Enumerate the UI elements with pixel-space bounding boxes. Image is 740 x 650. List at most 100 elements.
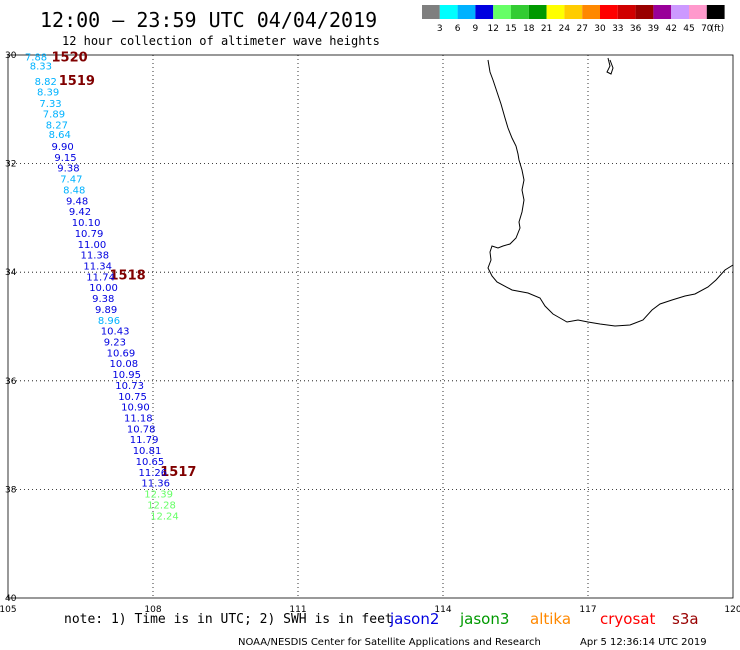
legend-swatch [582,5,600,19]
wave-height-label: 8.82 [35,77,57,88]
legend-swatch [546,5,565,19]
legend-label: 70 [701,24,713,34]
legend-label: 24 [559,24,571,34]
x-tick-label: 120 [724,605,740,615]
wave-height-label: 10.79 [75,229,104,240]
legend-label: 42 [665,24,676,34]
wave-height-label: 8.33 [30,62,52,73]
legend-swatch [457,5,476,19]
wave-height-label: 11.18 [124,414,153,425]
legend-swatch [564,5,583,19]
wave-height-label: 10.73 [115,381,144,392]
wave-height-label: 11.36 [141,479,170,490]
legend-swatch [475,5,494,19]
wave-height-label: 12.28 [147,500,176,511]
wave-height-label: 10.95 [112,370,141,381]
wave-height-label: 10.69 [107,348,136,359]
legend-label: 3 [437,24,443,34]
wave-height-label: 7.88 [25,52,47,63]
satellite-legend: jason2 jason3 altika cryosat s3a [389,610,699,628]
legend-label: 15 [505,24,516,34]
legend-label: 21 [541,24,552,34]
wave-height-label: 9.23 [104,338,126,349]
y-tick-label: 38 [5,485,17,495]
satellite-name: altika [530,610,571,628]
lat-lon-grid [8,55,733,598]
footer-note: note: 1) Time is in UTC; 2) SWH is in fe… [64,612,393,627]
legend-swatch [706,5,725,19]
coastline [487,57,734,327]
wave-height-points: 7.888.33 8.828.397.337.898.278.649.909.15… [25,52,179,522]
wave-height-label: 10.75 [118,392,147,403]
legend-label: 6 [455,24,461,34]
pass-label: 1519 [59,74,95,89]
wave-height-label: 11.26 [139,468,168,479]
legend-label: 9 [473,24,479,34]
wave-height-label: 8.48 [63,185,85,196]
legend-label: 30 [594,24,606,34]
legend-swatch [600,5,618,19]
y-tick-label: 32 [5,160,16,170]
legend-swatch [671,5,689,19]
legend-label: 33 [612,24,623,34]
wave-height-label: 10.00 [89,283,118,294]
legend-label: 18 [523,24,535,34]
x-tick-label: 114 [434,605,451,615]
wave-height-label: 10.65 [136,457,165,468]
wave-height-label: 10.08 [110,359,139,370]
x-tick-label: 111 [289,605,306,615]
pass-label: 1518 [110,268,146,283]
map-title: 12:00 – 23:59 UTC 04/04/2019 [40,8,377,32]
wave-height-label: 9.15 [54,153,76,164]
satellite-name: jason3 [459,610,509,628]
wave-height-label: 11.00 [78,240,107,251]
map-subtitle: 12 hour collection of altimeter wave hei… [62,34,380,48]
wave-height-label: 11.38 [81,251,110,262]
legend-swatch [635,5,654,19]
wave-height-label: 9.90 [52,142,74,153]
wave-height-label: 7.33 [39,99,61,110]
legend-label: 27 [576,24,587,34]
pass-label: 1520 [52,51,88,66]
legend-swatch [617,5,636,19]
legend-label: 45 [683,24,694,34]
wave-height-label: 12.24 [150,511,179,522]
wave-height-label: 10.78 [127,424,156,435]
wave-height-label: 12.39 [144,490,173,501]
y-tick-label: 36 [5,377,17,387]
wave-height-label: 11.74 [86,272,115,283]
x-tick-label: 105 [0,605,17,615]
pass-labels: 1520 1519 1518 1517 [52,51,197,480]
legend-label: 39 [648,24,660,34]
wave-height-label: 9.38 [92,294,114,305]
wave-height-label: 9.38 [57,164,79,175]
legend-swatch [493,5,511,19]
x-tick-label: 108 [144,605,161,615]
coastline-island [606,57,614,75]
legend-swatch [422,5,440,19]
color-legend: 3 6 9 12 15 18 21 24 27 30 33 36 39 42 45 70(ft) [422,5,725,34]
wave-height-label: 8.27 [46,120,68,131]
wave-height-label: 10.43 [101,327,130,338]
wave-height-label: 8.96 [98,316,120,327]
wave-height-label: 7.47 [60,175,82,186]
satellite-name: jason2 [389,610,439,628]
wave-height-label: 10.81 [133,446,162,457]
pass-label: 1517 [160,465,196,480]
legend-swatch [439,5,458,19]
coastline-mainland [487,59,734,327]
wave-height-label: 10.90 [121,403,150,414]
satellite-name: s3a [672,610,699,628]
wave-height-label: 9.48 [66,196,88,207]
wave-height-label: 8.64 [49,130,71,141]
axis-ticks: 105 108 111 114 117 120 30 32 34 36 38 40 [0,51,740,615]
wave-height-label: 9.89 [95,305,117,316]
wave-height-label: 11.34 [83,261,112,272]
wave-height-label: 9.42 [69,207,91,218]
legend-swatch [528,5,547,19]
wave-height-label: 8.39 [37,88,59,99]
footer-timestamp: Apr 5 12:36:14 UTC 2019 [580,637,707,648]
legend-unit: (ft) [711,24,725,34]
legend-label: 12 [487,24,498,34]
x-tick-label: 117 [579,605,596,615]
